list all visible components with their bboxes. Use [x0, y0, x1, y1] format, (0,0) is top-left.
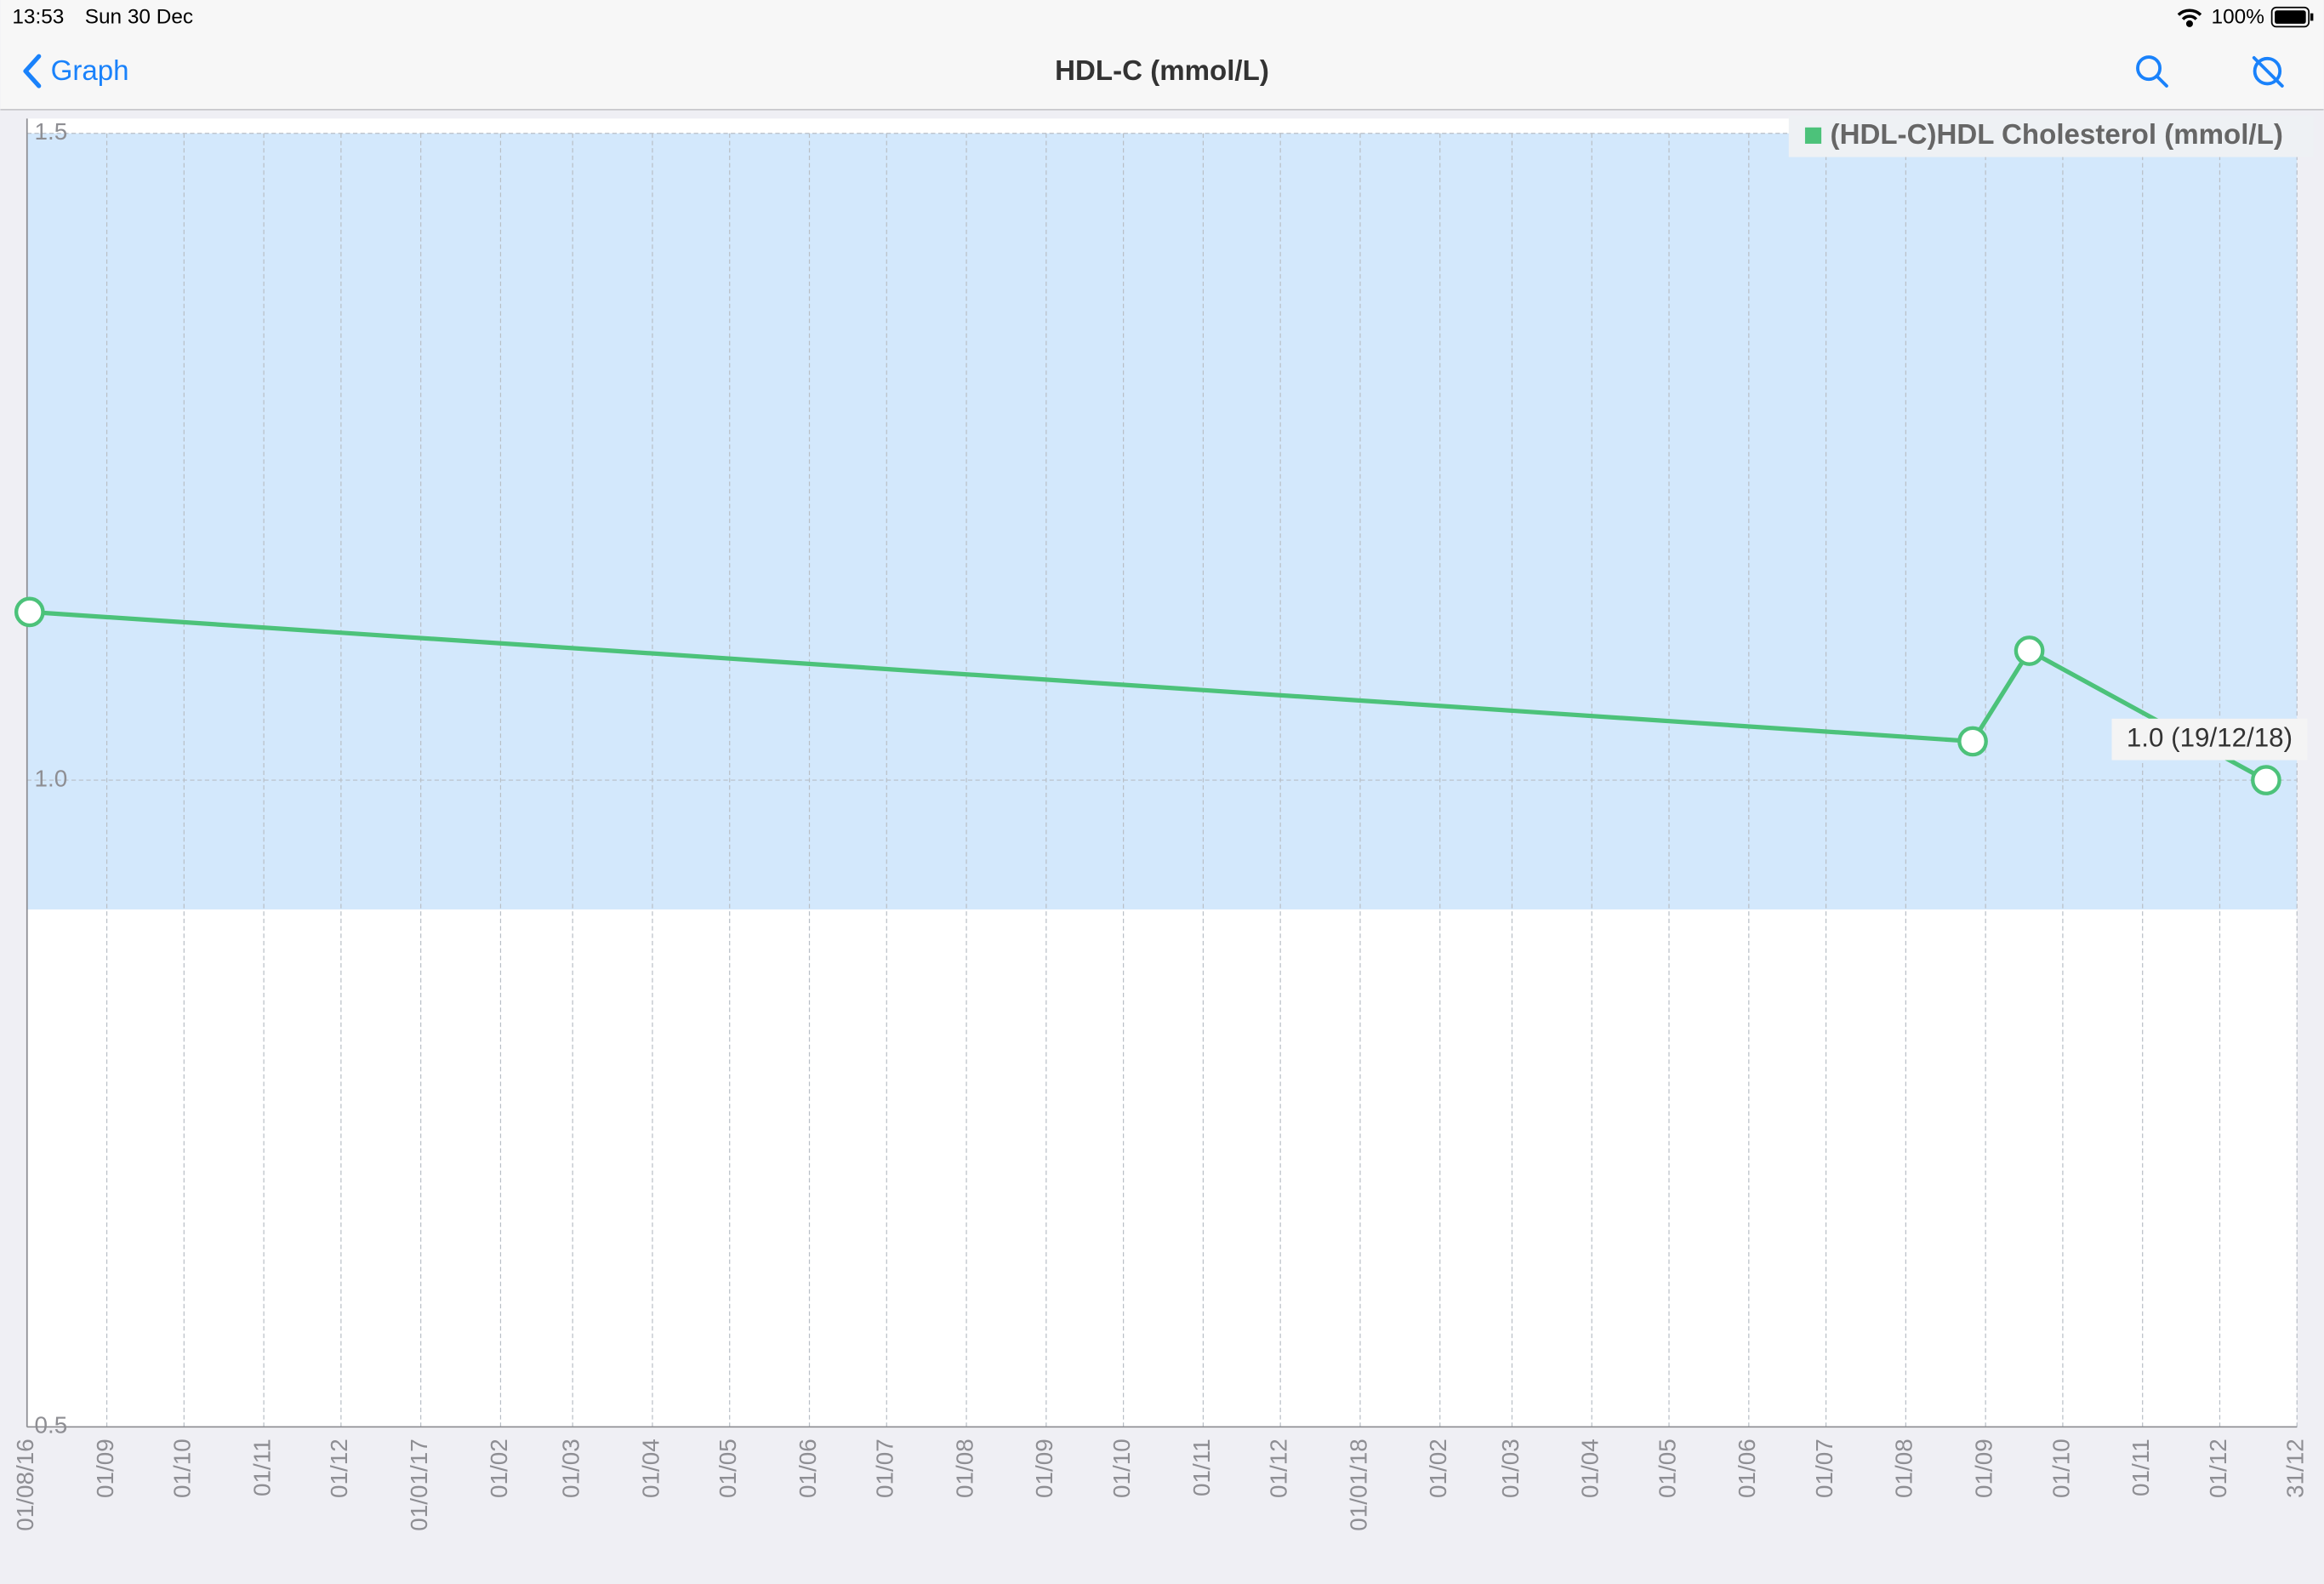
x-tick-label: 01/09 [1971, 1439, 1997, 1498]
status-time: 13:53 [12, 5, 64, 28]
x-tick-label: 01/10 [169, 1439, 196, 1498]
x-tick-label: 01/12 [2205, 1439, 2231, 1498]
y-tick-label: 1.0 [34, 765, 67, 791]
data-point [2251, 765, 2281, 795]
reference-band [26, 133, 2298, 910]
x-tick-label: 01/05 [715, 1439, 741, 1498]
x-tick-label: 01/08 [951, 1439, 977, 1498]
x-tick-label: 01/01/17 [406, 1439, 432, 1530]
x-tick-label: 01/08 [1891, 1439, 1917, 1498]
x-tick-label: 01/09 [1031, 1439, 1057, 1498]
series-line [29, 609, 2268, 783]
x-tick-label: 01/03 [558, 1439, 584, 1498]
x-tick-label: 01/04 [1577, 1439, 1603, 1498]
back-label[interactable]: Graph [51, 55, 129, 87]
x-tick-label: 01/10 [1108, 1439, 1135, 1498]
x-tick-label: 31/12 [2282, 1439, 2309, 1498]
data-point [2014, 635, 2045, 666]
data-point [1957, 726, 1988, 757]
x-tick-label: 01/12 [326, 1439, 352, 1498]
x-tick-label: 01/05 [1654, 1439, 1680, 1498]
wifi-icon [2177, 9, 2202, 27]
x-tick-label: 01/11 [2127, 1439, 2154, 1496]
data-point [14, 596, 45, 628]
x-tick-label: 01/02 [1425, 1439, 1451, 1498]
header-bg [0, 0, 2324, 110]
search-button[interactable] [2136, 55, 2168, 88]
x-tick-label: 01/09 [92, 1439, 118, 1498]
x-tick-label: 01/06 [795, 1439, 821, 1498]
x-tick-label: 01/02 [486, 1439, 512, 1498]
status-date: Sun 30 Dec [85, 5, 193, 28]
status-battery: 100% [2212, 5, 2264, 28]
battery-icon [2270, 6, 2314, 28]
x-tick-label: 01/01/18 [1345, 1439, 1371, 1530]
y-tick-label: 0.5 [34, 1412, 67, 1439]
x-tick-label: 01/07 [872, 1439, 898, 1498]
sync-off-button[interactable] [2252, 56, 2284, 88]
x-tick-label: 01/08/16 [12, 1439, 38, 1530]
legend-swatch [1804, 127, 1822, 144]
annotation: 1.0 (19/12/18) [2127, 722, 2293, 752]
y-tick-label: 1.5 [34, 118, 67, 145]
back-button[interactable]: Graph [23, 54, 129, 88]
annotation-background [2111, 718, 2308, 761]
nav-title: HDL-C (mmol/L) [1055, 55, 1269, 87]
legend-background [1788, 115, 2314, 157]
x-tick-label: 01/12 [1266, 1439, 1292, 1498]
x-tick-label: 01/11 [1188, 1439, 1215, 1496]
legend-label: (HDL-C)HDL Cholesterol (mmol/L) [1831, 119, 2283, 151]
x-tick-label: 01/03 [1497, 1439, 1524, 1498]
x-tick-label: 01/07 [1811, 1439, 1837, 1498]
x-tick-label: 01/11 [248, 1439, 275, 1496]
x-tick-label: 01/10 [2048, 1439, 2074, 1498]
x-tick-label: 01/06 [1734, 1439, 1760, 1498]
x-tick-label: 01/04 [637, 1439, 664, 1498]
